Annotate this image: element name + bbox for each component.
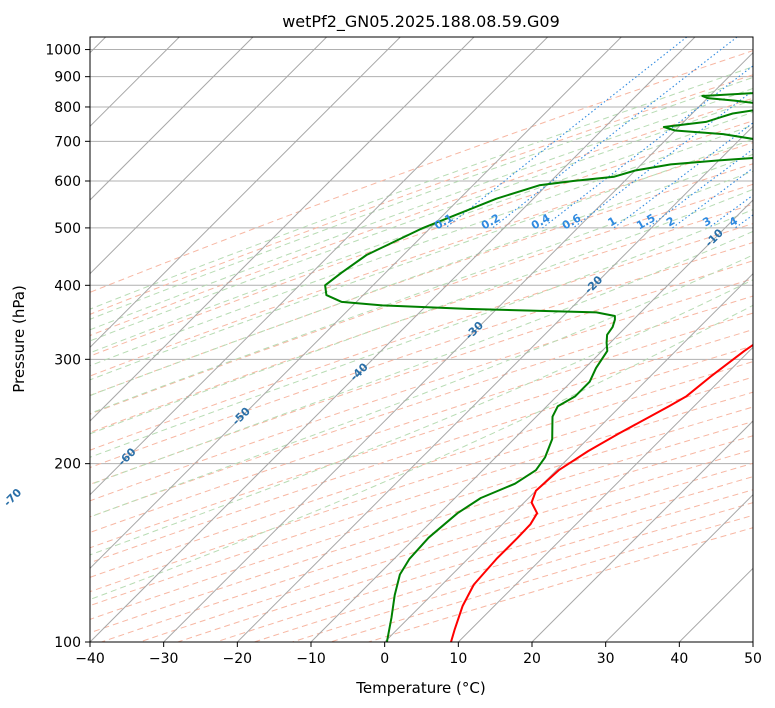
y-tick-label: 400: [54, 278, 81, 294]
isotherm-line: [90, 37, 328, 275]
x-tick-label: 10: [449, 651, 467, 667]
isotherm-line: [457, 346, 753, 642]
dry-adiabat-line: [90, 74, 753, 315]
isotherm-label: -20: [582, 273, 605, 296]
mixing-ratio-label: 0.2: [479, 211, 502, 232]
chart-title: wetPf2_GN05.2025.188.08.59.G09: [282, 12, 560, 32]
y-tick-label: 500: [54, 221, 81, 237]
mixing-ratio-label: 3: [700, 214, 713, 229]
dry-adiabat-line: [90, 183, 753, 415]
axis-ticks: −40 −30 −20 −10 0 10 20 30 40 50 100 200 300 400 500 60…: [45, 43, 762, 667]
isotherm-line: [90, 37, 696, 642]
x-tick-label: −20: [223, 651, 253, 667]
dry-adiabat-line: [90, 50, 753, 293]
mixing-ratio-label: 0.6: [560, 211, 584, 232]
dry-adiabat-line: [328, 514, 753, 642]
moist-adiabat-line: [90, 230, 753, 486]
dry-adiabat-line: [90, 295, 753, 518]
dry-adiabat-line: [90, 203, 753, 433]
mixing-ratio-line: [492, 37, 738, 229]
mixing-ratio-label: 0.1: [432, 211, 455, 232]
isotherm-line: [90, 37, 475, 422]
x-tick-label: 50: [744, 651, 762, 667]
x-tick-label: 40: [670, 651, 688, 667]
dry-adiabat-line: [90, 97, 753, 337]
isotherm-label: -70: [1, 486, 24, 509]
isotherm-line: [236, 125, 753, 642]
dry-adiabat-line: [90, 329, 753, 549]
y-tick-label: 700: [54, 134, 81, 150]
profile-lines: [324, 92, 753, 642]
dewpoint-profile-line: [324, 92, 753, 642]
dry-adiabat-line: [90, 391, 753, 607]
x-tick-label: −30: [149, 651, 179, 667]
isotherm-line: [162, 51, 753, 642]
y-tick-label: 800: [54, 100, 81, 116]
dry-adiabat-line: [290, 502, 753, 642]
moist-adiabat-line: [90, 279, 753, 556]
moist-adiabat-line: [90, 170, 753, 414]
isotherm-line: [604, 493, 753, 642]
x-tick-label: 30: [597, 651, 615, 667]
y-axis-label: Pressure (hPa): [10, 285, 28, 393]
y-tick-label: 100: [54, 635, 81, 651]
y-tick-label: 600: [54, 174, 81, 190]
isotherm-line: [531, 420, 753, 642]
x-tick-label: −10: [296, 651, 326, 667]
mixing-ratio-label: 1.5: [634, 211, 657, 232]
moist-adiabat-line: [90, 99, 753, 342]
isotherm-label: -30: [463, 319, 486, 342]
isotherm-line: [90, 37, 623, 570]
y-tick-label: 300: [54, 352, 81, 368]
isotherm-line: [310, 199, 753, 642]
dry-adiabat-line: [90, 278, 753, 502]
x-tick-label: 0: [380, 651, 389, 667]
y-tick-label: 900: [54, 70, 81, 86]
plot-frame: [89, 36, 754, 643]
y-tick-label: 1000: [45, 43, 81, 59]
y-tick-label: 200: [54, 457, 81, 473]
mixing-ratio-line: [613, 122, 753, 229]
mixing-ratio-line: [445, 37, 688, 229]
isotherm-line: [90, 37, 549, 496]
mixing-ratio-label: 4: [727, 214, 740, 229]
mixing-ratio-line: [542, 65, 753, 229]
mixing-ratio-label: 0.4: [529, 211, 553, 232]
isotherm-line: [90, 37, 402, 349]
isotherm-line: [383, 272, 753, 642]
moist-adiabat-line: [90, 138, 753, 381]
x-tick-label: 20: [523, 651, 541, 667]
moist-adiabat-line: [90, 124, 753, 367]
isotherm-line: [90, 37, 254, 201]
mixing-ratio-label: 2: [664, 214, 677, 229]
mixing-ratio-line: [734, 214, 753, 229]
x-axis-label: Temperature (°C): [355, 679, 485, 697]
temperature-profile-line: [450, 343, 753, 642]
background-lines: [90, 37, 753, 642]
x-tick-label: −40: [75, 651, 105, 667]
moist-adiabat-line: [90, 304, 753, 601]
moist-adiabat-line: [90, 188, 753, 435]
dry-adiabat-line: [90, 241, 753, 469]
